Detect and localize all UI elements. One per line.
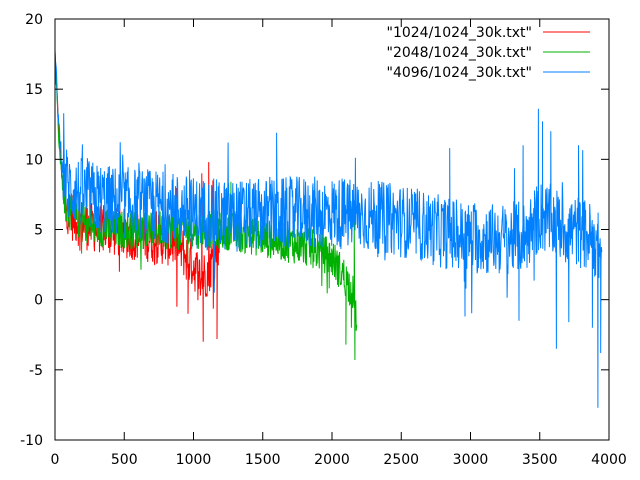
legend-label: "4096/1024_30k.txt": [387, 65, 533, 81]
x-tick-label: 2000: [314, 452, 350, 468]
x-tick-label: 1500: [245, 452, 281, 468]
y-tick-label: 20: [25, 12, 43, 28]
axes-layer: 0 500 1000 1500 2000 2500 3000 3500 4000 -10 -5 0 5 1…: [20, 12, 627, 468]
legend: "1024/1024_30k.txt" "2048/1024_30k.txt" "4…: [387, 25, 590, 81]
legend-label: "1024/1024_30k.txt": [387, 25, 533, 41]
x-tick-label: 3000: [453, 452, 489, 468]
x-tick-label: 4000: [591, 452, 627, 468]
x-tick-label: 2500: [383, 452, 419, 468]
x-tick-label: 0: [51, 452, 60, 468]
series-layer: [54, 49, 603, 408]
x-tick-label: 3500: [522, 452, 558, 468]
series-line: [54, 49, 603, 408]
y-tick-label: -5: [29, 363, 43, 379]
y-tick-label: 15: [25, 82, 43, 98]
legend-label: "2048/1024_30k.txt": [387, 45, 533, 61]
x-tick-label: 1000: [176, 452, 212, 468]
series-3: [54, 49, 603, 408]
x-tick-label: 500: [111, 452, 138, 468]
y-tick-label: -10: [20, 433, 43, 449]
y-tick-label: 10: [25, 152, 43, 168]
y-tick-label: 5: [34, 223, 43, 239]
y-tick-label: 0: [34, 293, 43, 309]
